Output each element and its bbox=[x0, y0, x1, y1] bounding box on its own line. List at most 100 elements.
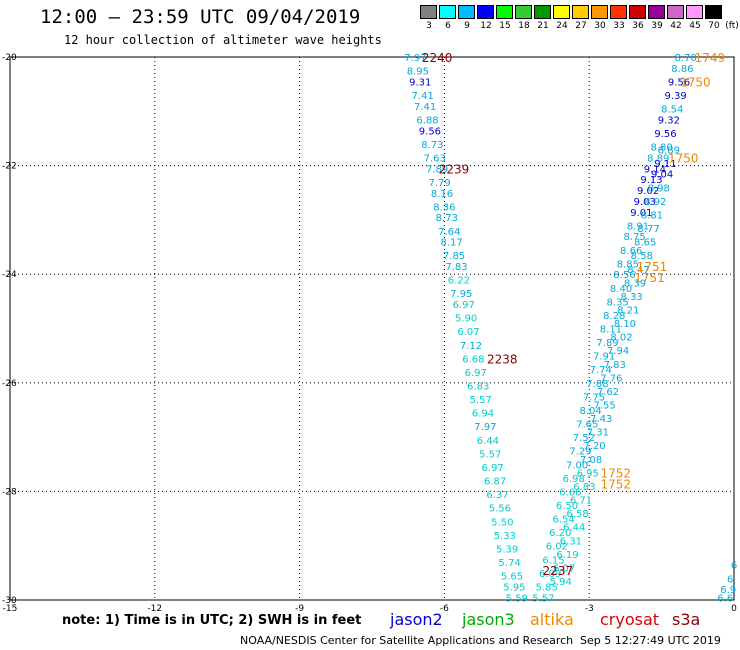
pass-time-label: 1752 bbox=[600, 466, 631, 480]
wave-height-value: 9.03 bbox=[634, 197, 656, 208]
wave-height-value: 7.79 bbox=[428, 178, 450, 189]
y-tick-label: -20 bbox=[2, 53, 17, 63]
wave-height-value: 6.97 bbox=[465, 368, 487, 379]
wave-height-value: 8.86 bbox=[671, 64, 693, 75]
wave-height-value: 6.22 bbox=[448, 276, 470, 287]
map-title: 12:00 – 23:59 UTC 09/04/2019 bbox=[40, 6, 361, 28]
pass-time-label: 2240 bbox=[422, 51, 453, 65]
wave-height-value: 7.41 bbox=[414, 102, 436, 113]
colorbar-swatch bbox=[705, 5, 722, 19]
grid-lines bbox=[9, 56, 735, 601]
y-tick-label: -24 bbox=[2, 270, 17, 280]
legend-cryosat: cryosat bbox=[600, 610, 660, 629]
colorbar-swatch bbox=[496, 5, 513, 19]
colorbar-label: 12 bbox=[480, 21, 492, 31]
wave-height-value: 9.04 bbox=[651, 170, 673, 181]
wave-height-value: 7.88 bbox=[586, 379, 608, 390]
wave-height-value: 9.02 bbox=[637, 186, 659, 197]
wave-height-value: 5.57 bbox=[532, 593, 554, 604]
wave-height-value: 8.65 bbox=[634, 238, 656, 249]
wave-height-value: 8.98 bbox=[648, 183, 670, 194]
colorbar-label: 6 bbox=[445, 21, 451, 31]
x-tick-label: -9 bbox=[295, 604, 304, 614]
pass-time-label: 1750 bbox=[680, 75, 711, 89]
wave-height-value: 7.89 bbox=[596, 338, 618, 349]
wave-height-value: 8.17 bbox=[441, 238, 463, 249]
pass-time-label: 2238 bbox=[487, 352, 518, 366]
wave-height-value: 8.33 bbox=[621, 292, 643, 303]
wave-height-value: 5.85 bbox=[536, 582, 558, 593]
wave-height-value: 8.81 bbox=[641, 210, 663, 221]
wave-height-value: 6.6 bbox=[717, 593, 733, 604]
wave-height-value: 6.71 bbox=[570, 496, 592, 507]
wave-height-value: 7.97 bbox=[474, 422, 496, 433]
colorbar-label: 27 bbox=[575, 21, 587, 31]
wave-height-value: 6.58 bbox=[566, 509, 588, 520]
wave-height-value: 8.02 bbox=[610, 333, 632, 344]
wave-height-value: 6 bbox=[731, 561, 737, 572]
colorbar-swatch bbox=[458, 5, 475, 19]
wave-height-value: 8.56 bbox=[613, 270, 635, 281]
wave-height-value: 5.57 bbox=[469, 395, 491, 406]
wave-height-value: 6.31 bbox=[560, 536, 582, 547]
colorbar-label: 30 bbox=[594, 21, 606, 31]
wave-height-value: 6.54 bbox=[552, 515, 574, 526]
y-tick-label: -26 bbox=[2, 379, 17, 389]
wave-height-value: 8.66 bbox=[620, 246, 642, 257]
wave-height-value: 5.59 bbox=[506, 593, 528, 604]
generated-timestamp: Sep 5 12:27:49 UTC 2019 bbox=[580, 634, 721, 647]
wave-height-value: 8.91 bbox=[627, 221, 649, 232]
x-tick-label: -3 bbox=[585, 604, 594, 614]
colorbar-swatch bbox=[477, 5, 494, 19]
wave-height-value: 5.56 bbox=[489, 504, 511, 515]
colorbar-swatch bbox=[648, 5, 665, 19]
wave-height-value: 8.11 bbox=[600, 325, 622, 336]
wave-height-value: 6 bbox=[727, 574, 733, 585]
wave-height-value: 6.07 bbox=[457, 327, 479, 338]
wave-height-value: 5.50 bbox=[491, 517, 513, 528]
wave-height-points: 7.978.959.317.417.416.889.568.737.637.89… bbox=[404, 53, 737, 604]
colorbar-label: 36 bbox=[632, 21, 644, 31]
colorbar-label: 45 bbox=[689, 21, 701, 31]
colorbar-unit: (ft) bbox=[725, 21, 739, 31]
wave-height-value: 7.08 bbox=[580, 455, 602, 466]
x-tick-label: -6 bbox=[440, 604, 449, 614]
colorbar-swatch bbox=[686, 5, 703, 19]
wave-height-value: 7.85 bbox=[443, 251, 465, 262]
credit-line: NOAA/NESDIS Center for Satellite Applica… bbox=[240, 634, 574, 647]
wave-height-value: 6.97 bbox=[482, 463, 504, 474]
colorbar-swatch bbox=[629, 5, 646, 19]
wave-height-value: 8.21 bbox=[617, 305, 639, 316]
x-tick-label: -12 bbox=[147, 604, 162, 614]
wave-height-value: 6.94 bbox=[472, 409, 494, 420]
wave-height-value: 5.90 bbox=[455, 314, 477, 325]
wave-height-value: 9.56 bbox=[668, 77, 690, 88]
wave-height-value: 7.74 bbox=[590, 365, 612, 376]
wave-height-value: 7.20 bbox=[583, 441, 605, 452]
wave-height-value: 7.83 bbox=[445, 262, 467, 273]
colorbar-label: 18 bbox=[518, 21, 530, 31]
colorbar-label: 39 bbox=[651, 21, 663, 31]
wave-height-value: 8.28 bbox=[603, 311, 625, 322]
colorbar-swatch bbox=[667, 5, 684, 19]
footer-note: note: 1) Time is in UTC; 2) SWH is in fe… bbox=[62, 613, 362, 628]
colorbar-label: 15 bbox=[499, 21, 511, 31]
y-tick-label: -28 bbox=[2, 487, 17, 497]
wave-height-value: 6.20 bbox=[549, 528, 571, 539]
wave-height-value: 5.94 bbox=[550, 577, 572, 588]
wave-height-value: 5.33 bbox=[494, 531, 516, 542]
wave-height-value: 7.97 bbox=[404, 53, 426, 64]
wave-height-value: 8.16 bbox=[431, 189, 453, 200]
colorbar-label: 3 bbox=[426, 21, 432, 31]
wave-height-value: 6.07 bbox=[553, 563, 575, 574]
colorbar-label: 42 bbox=[670, 21, 682, 31]
wave-height-value: 6.44 bbox=[563, 523, 585, 534]
x-tick-label: -15 bbox=[3, 604, 18, 614]
plot-frame bbox=[9, 56, 735, 601]
wave-height-value: 6.02 bbox=[546, 542, 568, 553]
wave-height-value: 7.64 bbox=[438, 227, 460, 238]
wave-height-value: 8.73 bbox=[421, 140, 443, 151]
wave-height-value: 6.15 bbox=[542, 555, 564, 566]
